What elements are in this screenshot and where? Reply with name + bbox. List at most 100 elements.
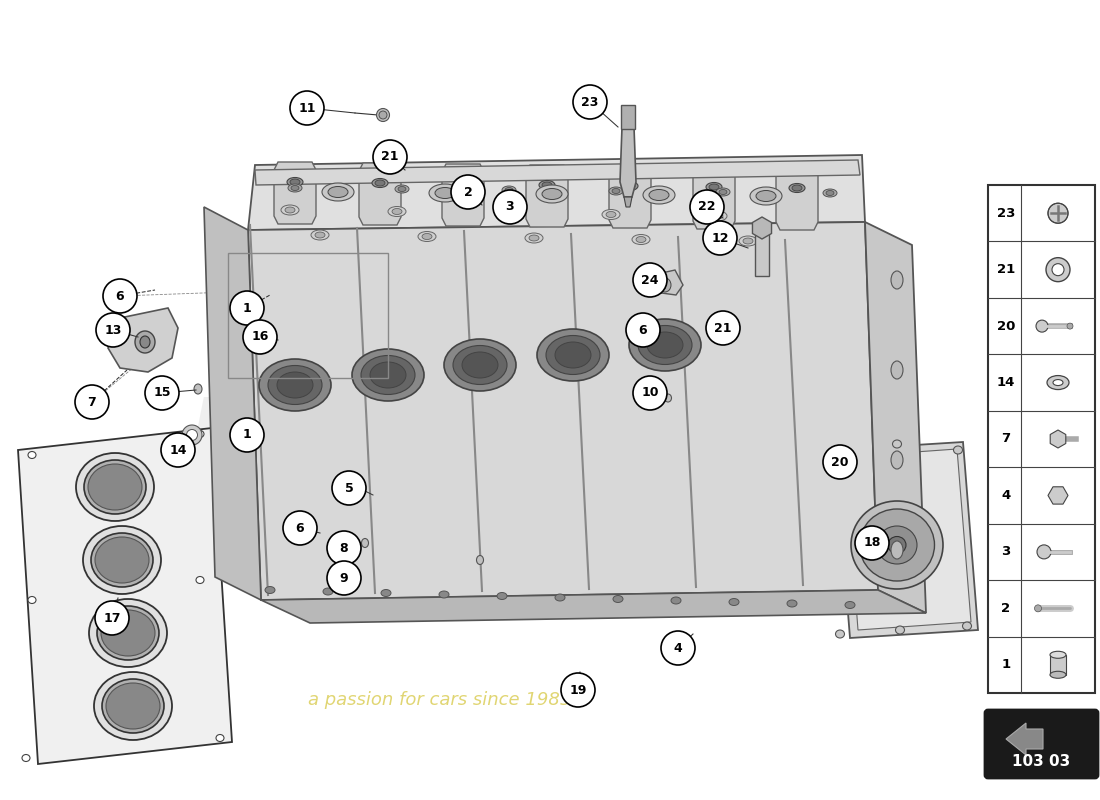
Ellipse shape	[609, 187, 623, 195]
Ellipse shape	[542, 182, 552, 188]
Polygon shape	[255, 160, 860, 185]
Text: 21: 21	[382, 150, 398, 163]
Bar	[988, 185, 1094, 693]
Ellipse shape	[713, 213, 723, 219]
Circle shape	[230, 418, 264, 452]
Bar	[1050, 654, 1066, 674]
Ellipse shape	[315, 232, 324, 238]
Polygon shape	[1006, 723, 1043, 755]
Ellipse shape	[28, 597, 36, 603]
Polygon shape	[776, 168, 818, 230]
Circle shape	[573, 85, 607, 119]
Ellipse shape	[95, 537, 148, 583]
Ellipse shape	[94, 672, 172, 740]
Ellipse shape	[888, 537, 906, 554]
Ellipse shape	[322, 183, 354, 201]
Ellipse shape	[962, 622, 971, 630]
Ellipse shape	[462, 352, 498, 378]
Ellipse shape	[277, 372, 313, 398]
Circle shape	[1052, 264, 1064, 276]
Text: a passion for cars since 1985: a passion for cars since 1985	[308, 691, 572, 709]
Text: 10: 10	[641, 386, 659, 399]
Ellipse shape	[632, 234, 650, 245]
Ellipse shape	[895, 626, 904, 634]
Ellipse shape	[789, 183, 805, 193]
Polygon shape	[865, 222, 926, 613]
Text: 4: 4	[673, 642, 682, 654]
Ellipse shape	[352, 349, 424, 401]
Ellipse shape	[97, 606, 160, 660]
Ellipse shape	[529, 235, 539, 241]
Ellipse shape	[629, 319, 701, 371]
Ellipse shape	[285, 207, 295, 213]
Circle shape	[1048, 203, 1068, 223]
Ellipse shape	[28, 451, 36, 458]
Text: 12: 12	[712, 231, 728, 245]
Ellipse shape	[135, 331, 155, 353]
Ellipse shape	[362, 538, 369, 547]
Ellipse shape	[84, 460, 146, 514]
Circle shape	[96, 313, 130, 347]
Bar	[755, 228, 769, 276]
Ellipse shape	[376, 109, 389, 122]
Text: 23: 23	[997, 206, 1015, 220]
Ellipse shape	[502, 186, 516, 194]
Circle shape	[855, 526, 889, 560]
Ellipse shape	[606, 211, 616, 218]
Ellipse shape	[1053, 379, 1063, 386]
Circle shape	[706, 311, 740, 345]
Circle shape	[661, 631, 695, 665]
Ellipse shape	[706, 182, 722, 191]
Circle shape	[332, 471, 366, 505]
Ellipse shape	[434, 187, 455, 198]
Ellipse shape	[636, 237, 646, 242]
Text: 6: 6	[296, 522, 305, 534]
Circle shape	[327, 561, 361, 595]
Polygon shape	[526, 165, 568, 227]
Circle shape	[1034, 605, 1042, 612]
Ellipse shape	[954, 446, 962, 454]
Ellipse shape	[891, 271, 903, 289]
Polygon shape	[248, 222, 878, 600]
Ellipse shape	[444, 339, 516, 391]
Text: 15: 15	[153, 386, 170, 399]
Ellipse shape	[388, 206, 406, 217]
Ellipse shape	[290, 179, 300, 185]
Ellipse shape	[106, 683, 160, 729]
Ellipse shape	[140, 336, 150, 348]
Ellipse shape	[418, 231, 436, 242]
Circle shape	[626, 313, 660, 347]
Ellipse shape	[536, 185, 568, 203]
Ellipse shape	[287, 178, 303, 186]
Polygon shape	[609, 166, 651, 228]
Circle shape	[373, 140, 407, 174]
Text: 103 03: 103 03	[1012, 754, 1070, 769]
Ellipse shape	[877, 526, 917, 564]
Polygon shape	[359, 163, 402, 225]
Ellipse shape	[458, 181, 468, 187]
Ellipse shape	[280, 205, 299, 215]
Text: 13: 13	[104, 323, 122, 337]
Ellipse shape	[892, 440, 902, 448]
Ellipse shape	[268, 366, 322, 405]
Polygon shape	[620, 127, 636, 197]
Polygon shape	[653, 270, 683, 295]
Polygon shape	[261, 590, 926, 623]
Text: 8: 8	[340, 542, 349, 554]
Polygon shape	[204, 207, 261, 600]
Circle shape	[327, 531, 361, 565]
Circle shape	[161, 433, 195, 467]
Ellipse shape	[664, 394, 671, 402]
Ellipse shape	[328, 186, 348, 198]
Text: 21: 21	[997, 263, 1015, 276]
Ellipse shape	[196, 430, 204, 438]
Text: 1: 1	[243, 429, 252, 442]
Ellipse shape	[625, 183, 635, 189]
Text: 11: 11	[298, 102, 316, 114]
Ellipse shape	[453, 346, 507, 385]
Ellipse shape	[851, 501, 943, 589]
Ellipse shape	[194, 384, 202, 394]
Text: 23: 23	[581, 95, 598, 109]
Ellipse shape	[671, 597, 681, 604]
Text: 6: 6	[116, 290, 124, 302]
